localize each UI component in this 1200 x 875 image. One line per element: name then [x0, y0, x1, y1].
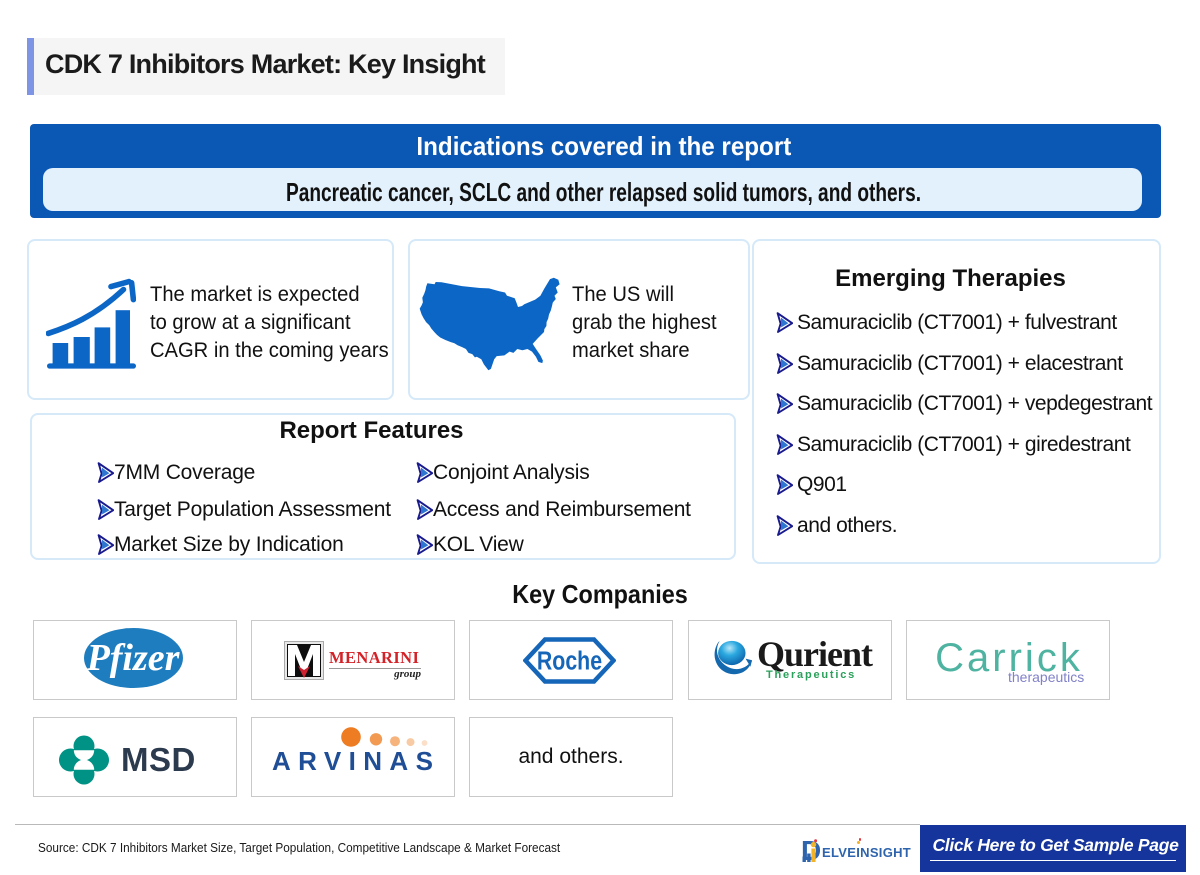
svg-text:Roche: Roche: [537, 647, 602, 677]
svg-text:Pfizer: Pfizer: [86, 637, 181, 679]
